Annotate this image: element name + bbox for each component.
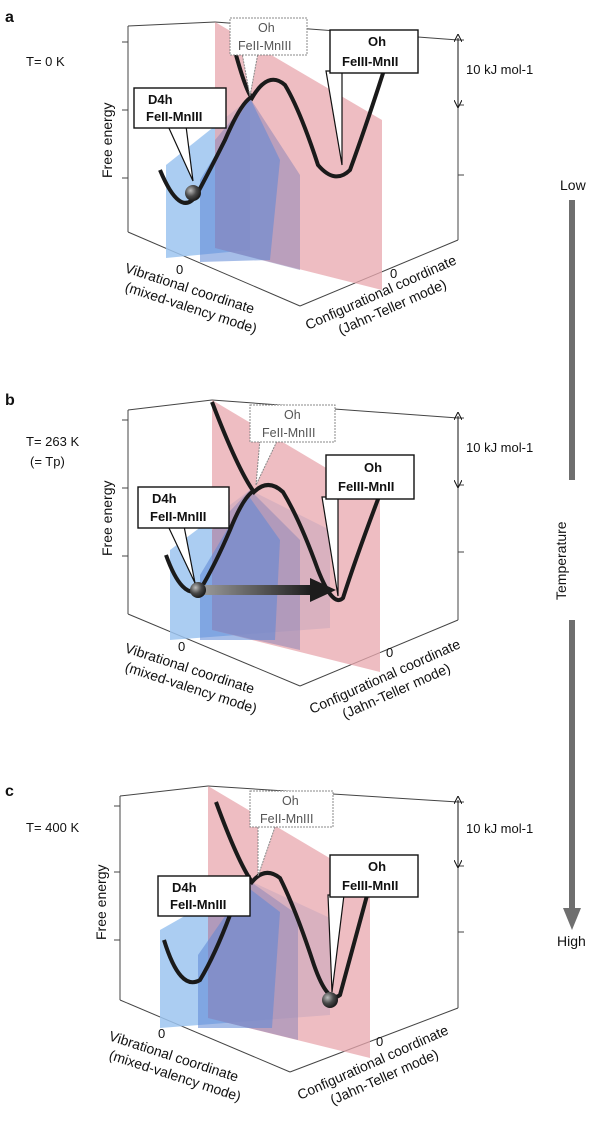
- d4h-label: D4h: [152, 491, 177, 506]
- temperature-label: T= 400 K: [26, 820, 79, 835]
- vibrational-curve: [164, 490, 254, 594]
- vibrational-axis-label: Vibrational coordinate (mixed-valency mo…: [118, 260, 265, 337]
- state-ball: [185, 185, 201, 201]
- free-energy-label: Free energy: [93, 865, 109, 940]
- temperature-axis-label: Temperature: [553, 521, 569, 600]
- oh-final-config: FeIII-MnII: [342, 878, 398, 893]
- state-ball: [190, 582, 206, 598]
- d4h-config: FeII-MnIII: [150, 509, 206, 524]
- temperature-arrow: Low High Temperature: [548, 177, 596, 949]
- oh-transition-label: Oh: [284, 408, 301, 422]
- callout-oh-transition: Oh FeII-MnIII: [249, 790, 334, 877]
- d4h-config: FeII-MnIII: [170, 897, 226, 912]
- callout-oh-final: Oh FeIII-MnII: [325, 29, 419, 166]
- scale-bar-label: 10 kJ mol-1: [466, 821, 533, 836]
- configurational-curve: [230, 39, 394, 179]
- zero-conf: 0: [376, 1034, 383, 1049]
- callout-d4h: D4h FeII-MnIII: [133, 87, 227, 182]
- callout-oh-transition: Oh FeII-MnIII: [249, 404, 336, 486]
- zero-vib: 0: [158, 1026, 165, 1041]
- zero-vib: 0: [176, 262, 183, 277]
- vibrational-axis-label: Vibrational coordinate (mixed-valency mo…: [102, 1028, 249, 1105]
- temperature-low-label: Low: [560, 177, 587, 193]
- panel-a: a T= 0 K D4: [5, 9, 533, 338]
- oh-final-label: Oh: [364, 460, 382, 475]
- vibrational-curve: [158, 96, 252, 205]
- state-ball: [322, 992, 338, 1008]
- callout-oh-final: Oh FeIII-MnII: [321, 454, 415, 597]
- scale-bar-label: 10 kJ mol-1: [466, 62, 533, 77]
- transition-arrow: [202, 578, 336, 602]
- configurational-curve: [210, 401, 395, 602]
- panel-b: b T= 263 K (= Tp): [5, 392, 533, 722]
- d4h-label: D4h: [172, 880, 197, 895]
- zero-conf: 0: [386, 645, 393, 660]
- oh-transition-config: FeII-MnIII: [238, 39, 291, 53]
- oh-transition-config: FeII-MnIII: [260, 812, 313, 826]
- panel-letter: c: [5, 783, 14, 800]
- free-energy-label: Free energy: [99, 481, 115, 556]
- blue-fill: [200, 98, 280, 262]
- oh-transition-label: Oh: [258, 21, 275, 35]
- callout-d4h: D4h FeII-MnIII: [137, 486, 230, 584]
- blue-fill: [200, 495, 280, 640]
- temperature-label: T= 263 K: [26, 434, 79, 449]
- zero-vib: 0: [178, 639, 185, 654]
- box-frame: [119, 785, 459, 1073]
- callout-oh-final: Oh FeIII-MnII: [327, 854, 419, 993]
- temperature-high-label: High: [557, 933, 586, 949]
- panel-c: c T= 400 K D4h FeII-MnIII: [5, 783, 533, 1108]
- oh-transition-label: Oh: [282, 794, 299, 808]
- oh-final-label: Oh: [368, 34, 386, 49]
- temperature-label: T= 0 K: [26, 54, 65, 69]
- scale-bar-label: 10 kJ mol-1: [466, 440, 533, 455]
- zero-conf: 0: [390, 266, 397, 281]
- temperature-sub: (= Tp): [30, 454, 65, 469]
- callout-oh-transition: Oh FeII-MnIII: [229, 17, 308, 97]
- panel-letter: b: [5, 392, 15, 409]
- oh-final-config: FeIII-MnII: [338, 479, 394, 494]
- callout-d4h: D4h FeII-MnIII: [157, 875, 251, 917]
- oh-final-label: Oh: [368, 859, 386, 874]
- oh-final-config: FeIII-MnII: [342, 54, 398, 69]
- vibrational-axis-label: Vibrational coordinate (mixed-valency mo…: [118, 640, 265, 717]
- free-energy-label: Free energy: [99, 103, 115, 178]
- oh-transition-config: FeII-MnIII: [262, 426, 315, 440]
- blue-fill: [198, 886, 280, 1028]
- panel-letter: a: [5, 9, 14, 26]
- d4h-config: FeII-MnIII: [146, 109, 202, 124]
- d4h-label: D4h: [148, 92, 173, 107]
